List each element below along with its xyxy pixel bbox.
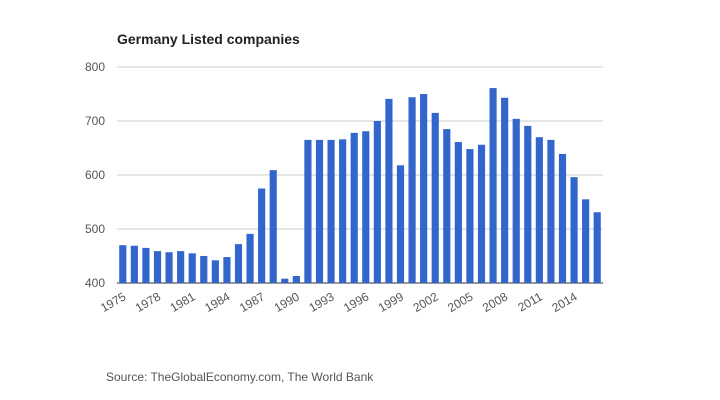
- bar-1975[interactable]: [119, 245, 127, 283]
- y-tick-label: 400: [85, 276, 105, 290]
- x-tick-label: 1996: [341, 289, 371, 315]
- bar-2014[interactable]: [570, 177, 578, 283]
- bar-2004[interactable]: [454, 142, 462, 283]
- x-axis-tick-labels: 1975 1978 1981 1984 1987 1990 1993 1996 1999 2002…: [98, 289, 580, 315]
- bar-1996[interactable]: [362, 131, 370, 283]
- bar-2010[interactable]: [524, 125, 532, 283]
- y-tick-label: 500: [85, 222, 105, 236]
- bar-1994[interactable]: [339, 139, 347, 283]
- x-tick-label: 2011: [516, 289, 546, 314]
- bar-2013[interactable]: [558, 153, 567, 283]
- bar-1987[interactable]: [258, 188, 266, 284]
- bar-1985[interactable]: [234, 244, 243, 283]
- bar-1979[interactable]: [165, 252, 173, 283]
- x-tick-label: 1999: [376, 289, 406, 315]
- bar-1986[interactable]: [246, 233, 254, 283]
- x-tick-label: 1993: [306, 289, 336, 315]
- bar-2005[interactable]: [466, 149, 474, 283]
- bar-1992[interactable]: [315, 139, 324, 283]
- bar-2016[interactable]: [593, 212, 601, 283]
- bar-2001[interactable]: [420, 94, 428, 283]
- bar-1978[interactable]: [153, 251, 162, 283]
- bar-1984[interactable]: [223, 257, 231, 283]
- x-tick-label: 1990: [272, 289, 302, 315]
- bar-2011[interactable]: [535, 137, 543, 283]
- x-tick-label: 2002: [411, 289, 441, 315]
- bar-1982[interactable]: [200, 256, 208, 283]
- bar-1989[interactable]: [281, 278, 289, 283]
- bar-1988[interactable]: [269, 170, 277, 283]
- x-tick-label: 2005: [445, 289, 475, 315]
- x-tick-label: 2014: [549, 289, 579, 315]
- y-tick-label: 600: [85, 168, 105, 182]
- y-tick-label: 800: [85, 60, 105, 74]
- bar-1993[interactable]: [327, 139, 335, 283]
- bar-2007[interactable]: [489, 88, 497, 283]
- y-axis-tick-labels: 400 500 600 700 800: [85, 60, 105, 290]
- x-tick-label: 1984: [202, 289, 232, 315]
- gridlines: [117, 66, 603, 284]
- bar-2006[interactable]: [477, 144, 486, 283]
- y-tick-label: 700: [85, 114, 105, 128]
- bars: [119, 88, 601, 284]
- bar-2000[interactable]: [408, 97, 416, 284]
- bar-1990[interactable]: [292, 275, 300, 283]
- source-note: Source: TheGlobalEconomy.com, The World …: [106, 370, 374, 384]
- bar-2008[interactable]: [501, 97, 509, 283]
- bar-1995[interactable]: [350, 132, 358, 283]
- x-tick-label: 1978: [133, 289, 163, 315]
- bar-1991[interactable]: [304, 139, 312, 283]
- x-tick-label: 1975: [98, 289, 128, 315]
- chart-title: Germany Listed companies: [117, 31, 300, 47]
- bar-1980[interactable]: [177, 251, 185, 283]
- x-tick-label: 1987: [237, 289, 267, 315]
- bar-2012[interactable]: [547, 139, 555, 283]
- bar-1997[interactable]: [373, 121, 381, 283]
- bar-1998[interactable]: [385, 98, 393, 283]
- bar-2015[interactable]: [582, 199, 590, 283]
- bar-1981[interactable]: [188, 253, 196, 283]
- bar-1977[interactable]: [142, 247, 150, 283]
- bar-1983[interactable]: [211, 260, 219, 283]
- x-tick-label: 2008: [480, 289, 510, 315]
- bar-2002[interactable]: [431, 112, 439, 284]
- bar-1976[interactable]: [130, 245, 138, 283]
- x-tick-label: 1981: [168, 289, 198, 315]
- bar-2003[interactable]: [443, 129, 451, 283]
- bar-1999[interactable]: [396, 165, 405, 283]
- bar-2009[interactable]: [512, 118, 520, 283]
